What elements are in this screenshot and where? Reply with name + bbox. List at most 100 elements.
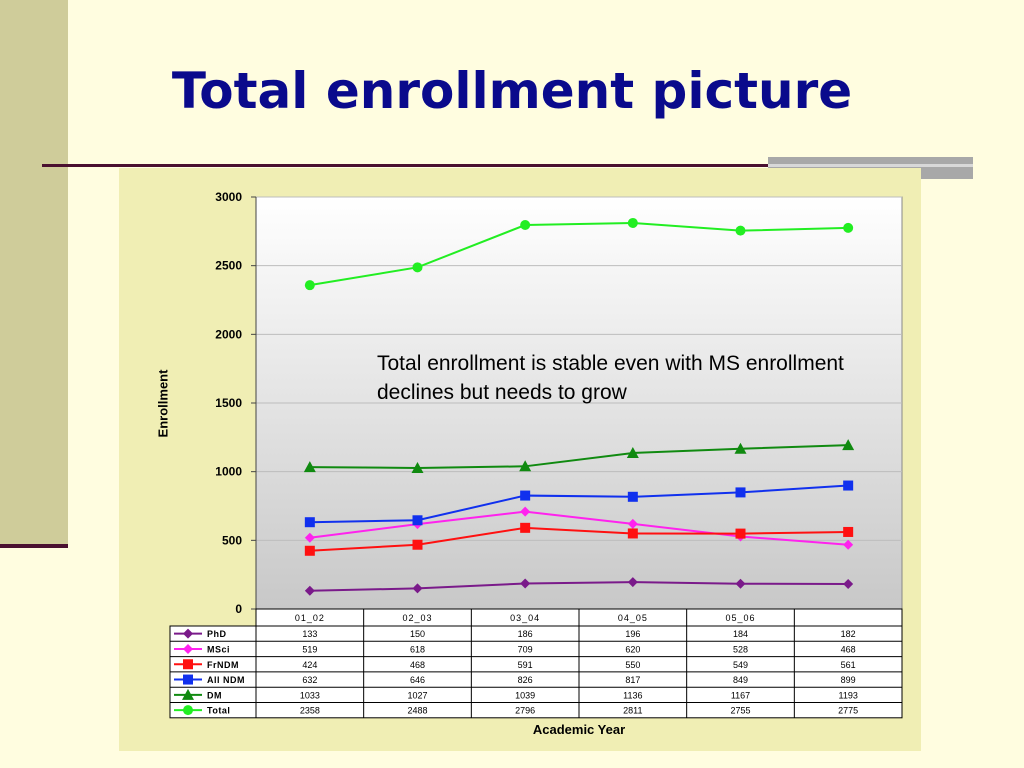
data-point bbox=[734, 442, 747, 454]
data-label: 196 bbox=[625, 629, 640, 639]
data-label: 620 bbox=[625, 644, 640, 654]
data-point bbox=[520, 522, 531, 533]
x-category-label: 01_02 bbox=[295, 613, 325, 623]
y-tick-label: 1000 bbox=[215, 465, 242, 479]
data-point bbox=[843, 579, 854, 590]
data-label: 2358 bbox=[300, 706, 320, 716]
data-point bbox=[520, 578, 531, 589]
data-point bbox=[520, 220, 531, 231]
data-point bbox=[626, 446, 639, 458]
x-category-label: 02_03 bbox=[402, 613, 432, 623]
data-point bbox=[735, 487, 746, 498]
legend-label: DM bbox=[207, 690, 222, 700]
data-label: 1193 bbox=[838, 690, 857, 700]
data-label: 849 bbox=[733, 675, 748, 685]
data-point bbox=[735, 578, 746, 589]
data-point bbox=[843, 539, 854, 550]
data-label: 1167 bbox=[731, 690, 750, 700]
y-tick-label: 1500 bbox=[215, 396, 242, 410]
legend-label: PhD bbox=[207, 629, 227, 639]
data-label: 709 bbox=[518, 644, 533, 654]
data-point bbox=[520, 506, 531, 517]
chart-annotation: Total enrollment is stable even with MS … bbox=[377, 352, 844, 404]
y-tick-label: 2500 bbox=[215, 259, 242, 273]
data-label: 632 bbox=[302, 675, 317, 685]
data-label: 186 bbox=[518, 629, 533, 639]
data-label: 528 bbox=[733, 644, 748, 654]
series-line bbox=[309, 581, 849, 592]
data-point bbox=[627, 491, 638, 502]
data-label: 2811 bbox=[623, 706, 642, 716]
y-tick-label: 0 bbox=[235, 602, 242, 616]
data-label: 2775 bbox=[838, 706, 858, 716]
data-point bbox=[304, 545, 315, 556]
data-label: 899 bbox=[841, 675, 856, 685]
data-label: 150 bbox=[410, 629, 425, 639]
x-category-label: 05_06 bbox=[725, 613, 755, 623]
data-point bbox=[412, 262, 423, 273]
gridlines bbox=[251, 196, 902, 610]
data-label: 468 bbox=[410, 660, 425, 670]
y-tick-label: 3000 bbox=[215, 190, 242, 204]
data-point bbox=[412, 515, 423, 526]
legend-marker bbox=[183, 705, 193, 716]
data-point bbox=[412, 583, 423, 594]
data-point bbox=[843, 222, 854, 233]
data-point bbox=[304, 585, 315, 596]
legend-label: All NDM bbox=[207, 675, 245, 685]
data-label: 519 bbox=[302, 644, 317, 654]
data-label: 826 bbox=[518, 675, 533, 685]
legend-marker bbox=[182, 688, 194, 700]
data-point bbox=[304, 280, 315, 291]
data-label: 1027 bbox=[407, 690, 427, 700]
legend-label: Total bbox=[207, 706, 230, 716]
series-line bbox=[309, 221, 849, 287]
legend-label: MSci bbox=[207, 644, 230, 654]
data-point bbox=[627, 518, 638, 529]
data-point bbox=[519, 460, 532, 472]
data-label: 2796 bbox=[515, 706, 535, 716]
legend-label: FrNDM bbox=[207, 660, 239, 670]
left-decor-band bbox=[0, 0, 68, 546]
data-point bbox=[627, 217, 638, 228]
data-label: 133 bbox=[302, 629, 317, 639]
data-point bbox=[303, 461, 316, 473]
data-label: 618 bbox=[410, 644, 425, 654]
x-category-label: 04_05 bbox=[618, 613, 648, 623]
data-label: 591 bbox=[518, 660, 533, 670]
decor-gray-stripe bbox=[768, 164, 973, 167]
data-point bbox=[412, 539, 423, 550]
data-label: 549 bbox=[733, 660, 748, 670]
left-decor-line bbox=[0, 544, 68, 548]
data-point bbox=[735, 225, 746, 236]
legend-marker bbox=[183, 628, 193, 639]
data-point bbox=[843, 526, 854, 537]
data-point bbox=[520, 490, 531, 501]
x-category-label: 03_04 bbox=[510, 613, 540, 623]
data-label: 817 bbox=[625, 675, 640, 685]
x-axis-title: Academic Year bbox=[532, 722, 626, 737]
data-point bbox=[842, 439, 855, 451]
series-line bbox=[309, 510, 849, 546]
slide-title: Total enrollment picture bbox=[171, 62, 853, 120]
series-line bbox=[309, 444, 849, 469]
legend-marker bbox=[183, 674, 193, 685]
data-point bbox=[843, 480, 854, 491]
data-label: 182 bbox=[841, 629, 856, 639]
data-label: 1039 bbox=[515, 690, 535, 700]
legend-marker bbox=[183, 643, 193, 654]
y-tick-labels: 0 500 1000 1500 2000 2500 3000 bbox=[215, 190, 242, 616]
data-label: 2488 bbox=[407, 706, 427, 716]
data-point bbox=[627, 577, 638, 588]
data-point bbox=[411, 461, 424, 473]
data-point bbox=[304, 532, 315, 543]
data-label: 424 bbox=[302, 660, 317, 670]
title-divider bbox=[42, 164, 970, 167]
data-label: 1136 bbox=[623, 690, 642, 700]
data-label: 550 bbox=[625, 660, 640, 670]
data-label: 468 bbox=[841, 644, 856, 654]
data-point bbox=[627, 528, 638, 539]
data-label: 2755 bbox=[730, 706, 750, 716]
series-line bbox=[309, 484, 849, 524]
